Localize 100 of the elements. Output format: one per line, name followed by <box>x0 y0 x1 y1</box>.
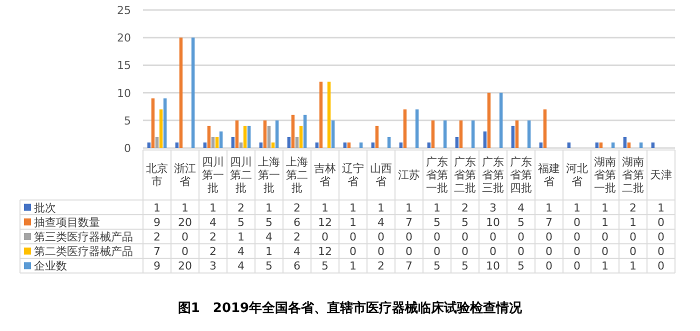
data-label: 1 <box>602 260 608 273</box>
legend-label: 企业数 <box>34 260 67 273</box>
x-tick-label: 河北省 <box>566 162 588 188</box>
bar <box>403 109 407 148</box>
x-tick-label: 湖南省第二批 <box>622 156 644 194</box>
x-tick-label: 广东省第一批 <box>426 156 448 194</box>
bar <box>235 120 239 148</box>
data-label: 2 <box>294 201 300 214</box>
x-tick-label: 广东省第三批 <box>482 156 504 194</box>
data-label: 0 <box>630 245 636 258</box>
data-label: 5 <box>462 216 468 229</box>
text: 图1 2019年全国各省、直辖市医疗器械临床试验检查情况 <box>178 300 524 316</box>
data-label: 0 <box>658 230 664 244</box>
data-label: 0 <box>406 230 412 244</box>
x-tick-label: 上海第一批 <box>258 156 280 194</box>
bar <box>211 136 215 148</box>
data-label: 1 <box>658 201 664 214</box>
data-label: 1 <box>266 245 272 258</box>
bar <box>263 120 267 148</box>
bar <box>191 38 195 148</box>
data-label: 12 <box>318 216 332 229</box>
data-label: 0 <box>574 230 580 244</box>
bar <box>319 82 323 148</box>
bar <box>539 142 543 148</box>
y-tick-label: 15 <box>117 59 131 72</box>
data-label: 0 <box>518 245 524 258</box>
data-label: 0 <box>182 245 188 258</box>
data-label: 0 <box>182 230 188 244</box>
bar <box>259 142 263 148</box>
bar <box>163 98 167 148</box>
data-label: 2 <box>238 201 244 214</box>
bar <box>267 126 271 148</box>
bar <box>247 126 251 148</box>
data-label: 0 <box>322 230 328 244</box>
data-label: 1 <box>406 201 412 214</box>
data-label: 0 <box>658 216 664 229</box>
x-tick-label: 湖南省第一批 <box>594 156 616 194</box>
y-tick-label: 0 <box>124 142 131 155</box>
data-label: 2 <box>378 260 384 273</box>
y-tick-label: 10 <box>117 86 131 100</box>
data-label: 9 <box>154 216 160 229</box>
data-label: 2 <box>462 201 468 214</box>
data-label: 1 <box>154 201 160 214</box>
x-tick-label: 辽宁省 <box>342 162 364 188</box>
bar <box>651 142 655 148</box>
data-label: 1 <box>602 216 608 229</box>
data-label: 1 <box>350 260 356 273</box>
data-label: 5 <box>266 260 272 273</box>
bar <box>359 142 363 148</box>
data-label: 1 <box>350 201 356 214</box>
data-label: 0 <box>574 260 580 273</box>
data-label: 20 <box>178 216 192 229</box>
data-label: 0 <box>546 260 552 273</box>
bar <box>299 126 303 148</box>
bar <box>623 136 627 148</box>
bar <box>483 131 487 148</box>
data-label: 2 <box>210 230 216 244</box>
data-label: 5 <box>462 260 468 273</box>
bar <box>487 92 491 148</box>
data-label: 0 <box>490 230 496 244</box>
bar <box>215 136 219 148</box>
legend-label: 批次 <box>34 201 56 214</box>
data-label: 1 <box>602 201 608 214</box>
bar <box>239 142 243 148</box>
data-label: 9 <box>154 260 160 273</box>
data-label: 0 <box>546 245 552 258</box>
data-label: 4 <box>238 245 244 258</box>
data-label: 0 <box>518 230 524 244</box>
bar <box>387 136 391 148</box>
bar <box>399 142 403 148</box>
data-label: 0 <box>462 230 468 244</box>
data-label: 6 <box>294 216 300 229</box>
bar <box>499 92 503 148</box>
bar <box>303 114 307 148</box>
data-label: 4 <box>518 201 524 214</box>
data-label: 1 <box>630 216 636 229</box>
bar <box>175 142 179 148</box>
data-label: 2 <box>630 201 636 214</box>
bar <box>455 136 459 148</box>
data-label: 0 <box>630 230 636 244</box>
data-label: 1 <box>546 201 552 214</box>
data-label: 0 <box>658 260 664 273</box>
bar <box>179 38 183 148</box>
bar <box>151 98 155 148</box>
data-label: 0 <box>658 245 664 258</box>
data-label: 5 <box>518 260 524 273</box>
data-label: 0 <box>574 216 580 229</box>
bar <box>611 142 615 148</box>
data-label: 12 <box>318 245 332 258</box>
bar <box>515 120 519 148</box>
bar <box>207 126 211 148</box>
data-label: 4 <box>266 230 272 244</box>
data-label: 0 <box>490 245 496 258</box>
bar <box>343 142 347 148</box>
data-label: 7 <box>406 216 412 229</box>
data-label: 4 <box>238 260 244 273</box>
x-tick-label: 吉林省 <box>314 162 336 188</box>
bar <box>243 126 247 148</box>
bar <box>203 142 207 148</box>
data-label: 3 <box>490 201 496 214</box>
